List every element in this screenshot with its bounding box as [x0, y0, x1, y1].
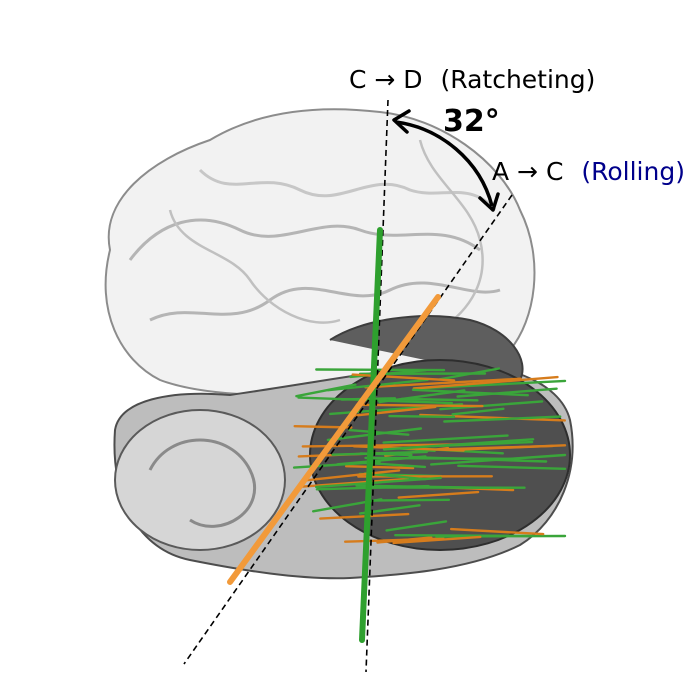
rna-stick — [443, 415, 562, 423]
rna-stick — [364, 377, 522, 389]
rna-stick — [326, 378, 429, 392]
rna-stick — [451, 407, 505, 416]
rna-stick — [411, 388, 529, 397]
ratcheting-prefix: C → D — [349, 65, 423, 94]
rna-stick — [394, 534, 534, 538]
rna-stick — [295, 383, 357, 398]
rna-stick — [351, 373, 456, 382]
rna-stick — [412, 375, 559, 390]
small-subunit — [113, 315, 574, 580]
rna-stick — [331, 450, 428, 456]
rna-stick — [382, 438, 535, 451]
rna-stick — [400, 397, 479, 402]
rna-stick — [319, 512, 410, 520]
rna-stick — [336, 455, 427, 466]
rna-stick — [457, 464, 567, 470]
rna-stick — [355, 403, 484, 408]
rna-stick — [372, 498, 451, 502]
rna-stick — [355, 484, 491, 489]
rna-sticks-cluster — [292, 367, 567, 545]
rolling-dashed-axis — [183, 194, 513, 665]
ratcheting-dashed-axis — [365, 99, 389, 673]
rolling-axis-rod — [227, 294, 441, 585]
rna-stick — [382, 434, 509, 444]
rna-stick — [388, 414, 456, 419]
rna-stick — [392, 535, 482, 545]
rna-stick — [376, 536, 433, 544]
angle-arc-arrow — [392, 109, 500, 212]
rna-stick — [303, 469, 401, 482]
rna-stick — [439, 400, 544, 411]
rna-stick — [315, 476, 442, 489]
rna-stick — [397, 490, 480, 499]
rna-stick — [301, 477, 410, 488]
rna-stick — [456, 387, 558, 398]
rna-stick — [385, 520, 448, 532]
ratcheting-label: C → D (Ratcheting) — [349, 65, 595, 94]
rna-stick — [450, 527, 545, 536]
rolling-prefix: A → C — [492, 157, 563, 186]
ratcheting-name: (Ratcheting) — [441, 65, 596, 94]
angle-label: 32° — [443, 104, 500, 139]
rna-stick — [340, 397, 397, 401]
rna-stick — [345, 465, 415, 470]
rolling-name: (Rolling) — [581, 157, 685, 186]
rna-stick — [348, 405, 437, 418]
rolling-label: A → C (Rolling) — [492, 157, 685, 186]
rna-stick — [453, 444, 567, 451]
rna-stick — [364, 456, 514, 461]
rna-stick — [348, 428, 410, 436]
rna-stick — [438, 367, 501, 381]
ratcheting-axis-rod — [359, 227, 383, 643]
rna-stick — [363, 472, 426, 481]
